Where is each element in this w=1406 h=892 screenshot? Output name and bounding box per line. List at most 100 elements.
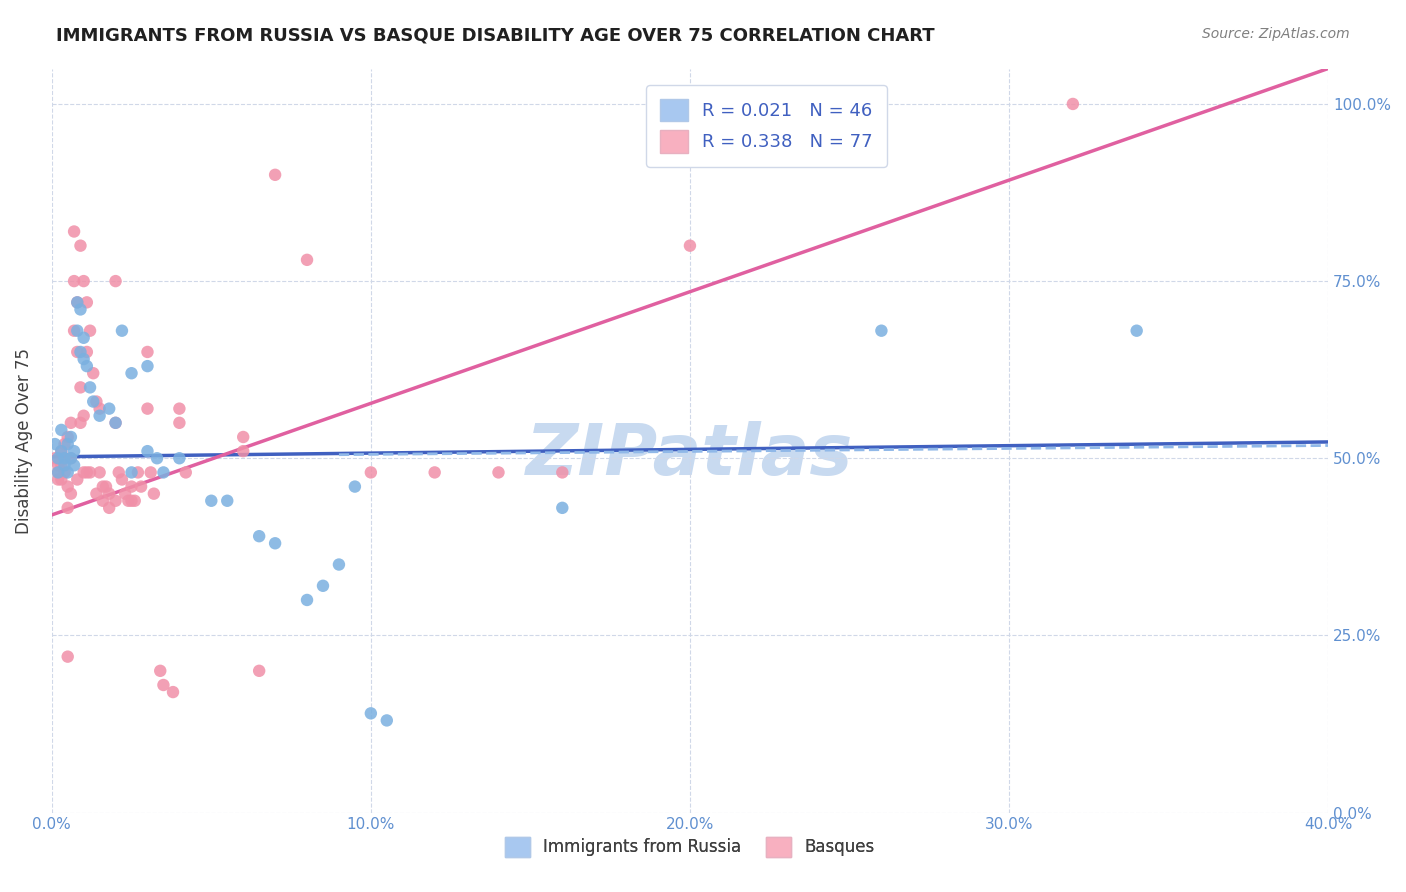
Point [679, 238, 702, 252]
Point [232, 444, 254, 458]
Point [53, 451, 76, 466]
Point [98, 500, 121, 515]
Point [76, 466, 98, 480]
Point [328, 558, 350, 572]
Point [69, 416, 91, 430]
Point [66, 295, 89, 310]
Point [69, 345, 91, 359]
Point [104, 416, 127, 430]
Point [46, 466, 69, 480]
Point [343, 480, 366, 494]
Point [56, 466, 79, 480]
Point [121, 466, 143, 480]
Point [98, 486, 121, 500]
Point [66, 345, 89, 359]
Point [129, 480, 152, 494]
Point [117, 493, 139, 508]
Point [59, 451, 82, 466]
Y-axis label: Disability Age Over 75: Disability Age Over 75 [15, 348, 32, 533]
Point [264, 536, 287, 550]
Point [139, 466, 162, 480]
Point [56, 649, 79, 664]
Point [1125, 324, 1147, 338]
Point [69, 380, 91, 394]
Point [360, 706, 382, 721]
Point [46, 466, 69, 480]
Point [152, 678, 174, 692]
Point [174, 466, 197, 480]
Point [104, 274, 127, 288]
Point [46, 451, 69, 466]
Point [169, 416, 191, 430]
Point [51, 423, 73, 437]
Point [66, 295, 89, 310]
Point [162, 685, 184, 699]
Point [63, 324, 86, 338]
Point [44, 437, 66, 451]
Point [76, 359, 98, 373]
Point [111, 473, 134, 487]
Point [169, 401, 191, 416]
Point [149, 664, 172, 678]
Point [107, 466, 129, 480]
Point [91, 493, 114, 508]
Point [98, 401, 121, 416]
Point [121, 480, 143, 494]
Point [169, 451, 191, 466]
Point [79, 380, 101, 394]
Point [63, 444, 86, 458]
Point [247, 664, 270, 678]
Point [121, 366, 143, 380]
Point [217, 493, 239, 508]
Point [73, 466, 96, 480]
Point [53, 437, 76, 451]
Point [79, 324, 101, 338]
Point [69, 238, 91, 252]
Point [89, 409, 111, 423]
Point [94, 480, 117, 494]
Point [59, 430, 82, 444]
Point [86, 394, 108, 409]
Point [82, 366, 104, 380]
Point [53, 451, 76, 466]
Point [146, 451, 169, 466]
Point [136, 359, 159, 373]
Point [247, 529, 270, 543]
Point [152, 466, 174, 480]
Point [121, 493, 143, 508]
Point [59, 486, 82, 500]
Text: Source: ZipAtlas.com: Source: ZipAtlas.com [1202, 27, 1350, 41]
Point [86, 486, 108, 500]
Point [1062, 97, 1084, 112]
Point [200, 493, 222, 508]
Point [295, 252, 318, 267]
Point [56, 500, 79, 515]
Point [551, 466, 574, 480]
Point [114, 486, 136, 500]
Legend: Immigrants from Russia, Basques: Immigrants from Russia, Basques [498, 830, 882, 863]
Point [89, 401, 111, 416]
Point [127, 466, 149, 480]
Point [488, 466, 510, 480]
Point [82, 394, 104, 409]
Point [375, 714, 398, 728]
Point [232, 430, 254, 444]
Point [44, 451, 66, 466]
Point [104, 416, 127, 430]
Point [63, 225, 86, 239]
Point [264, 168, 287, 182]
Point [142, 486, 165, 500]
Point [76, 345, 98, 359]
Point [551, 500, 574, 515]
Point [46, 458, 69, 473]
Point [53, 458, 76, 473]
Point [136, 401, 159, 416]
Point [870, 324, 893, 338]
Point [51, 458, 73, 473]
Point [63, 274, 86, 288]
Point [51, 444, 73, 458]
Point [136, 444, 159, 458]
Point [66, 473, 89, 487]
Point [73, 409, 96, 423]
Point [51, 473, 73, 487]
